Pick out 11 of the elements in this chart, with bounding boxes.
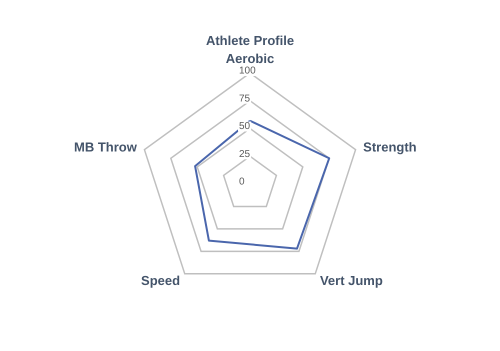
y-tick-label: 25 <box>239 148 251 160</box>
spoke-label: Aerobic <box>226 51 274 66</box>
spoke-label: Speed <box>141 272 180 288</box>
y-tick-label: 100 <box>239 66 256 76</box>
y-tick-label: 0 <box>239 176 245 188</box>
y-tick-label: 75 <box>239 93 251 104</box>
spoke-label: MB Throw <box>74 140 138 155</box>
spoke-label: Vert Jump <box>320 272 383 288</box>
y-tick-label: 50 <box>239 121 251 132</box>
spoke-label: Strength <box>363 140 417 155</box>
chart-title: Athlete Profile <box>206 33 294 48</box>
